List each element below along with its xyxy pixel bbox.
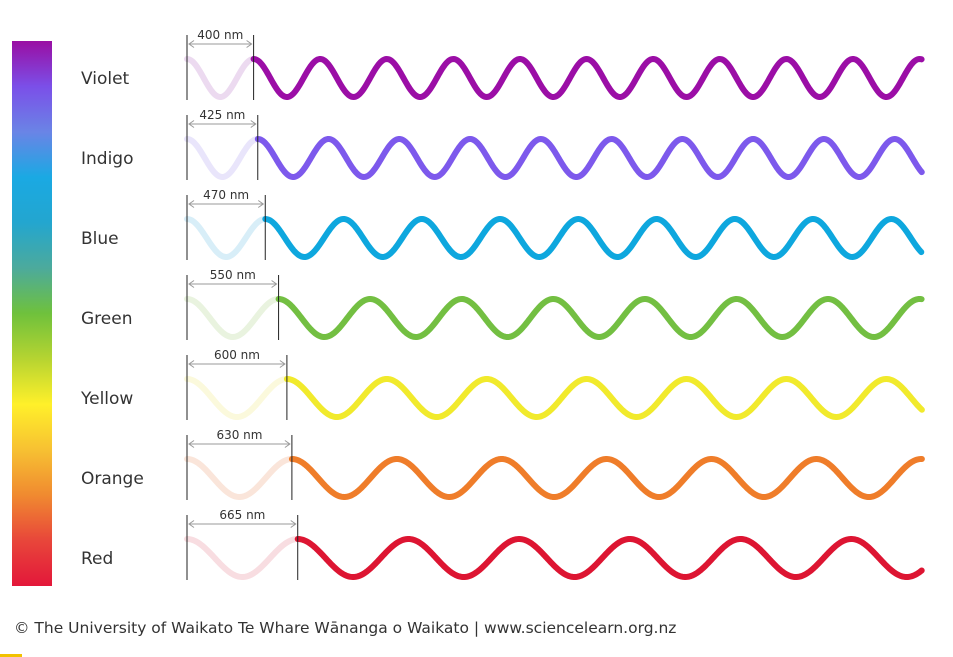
wave-ghost-red [184,536,300,581]
arrowhead-right-violet [246,40,253,48]
wave-row-red: 665 nm [184,508,925,581]
wave-yellow [283,375,925,421]
arrowhead-right-yellow [279,360,286,368]
wavelength-label-red: 665 nm [219,508,265,522]
wave-ghost-orange [184,456,294,500]
wave-blue [262,215,925,261]
wave-row-blue: 470 nm [184,188,925,261]
wavelength-label-orange: 630 nm [216,428,262,442]
wave-violet [250,55,925,101]
arrowhead-left-orange [188,440,195,448]
copyright-credit: © The University of Waikato Te Whare Wān… [14,619,677,637]
wavelength-label-blue: 470 nm [203,188,249,202]
wavelength-label-yellow: 600 nm [214,348,260,362]
arrowhead-right-indigo [250,120,257,128]
wave-row-green: 550 nm [184,268,925,341]
arrowhead-left-violet [188,40,195,48]
corner-accent [0,654,22,657]
arrowhead-left-green [188,280,195,288]
wave-ghost-indigo [184,136,260,180]
label-yellow: Yellow [81,389,134,409]
label-red: Red [81,549,114,569]
wave-green [275,295,925,341]
label-violet: Violet [81,69,130,89]
arrowhead-right-red [290,520,297,528]
wave-ghost-violet [184,56,256,100]
wave-ghost-blue [184,216,268,261]
arrowhead-left-blue [188,200,195,208]
label-blue: Blue [81,229,119,249]
wavelength-label-violet: 400 nm [197,28,243,42]
label-green: Green [81,309,133,329]
wave-row-indigo: 425 nm [184,108,925,181]
label-indigo: Indigo [81,149,134,169]
wave-row-yellow: 600 nm [184,348,925,421]
wave-ghost-yellow [184,376,289,421]
arrowhead-left-indigo [188,120,195,128]
wave-red [294,535,925,581]
spectrum-gradient-bar [12,41,52,586]
arrowhead-right-orange [284,440,291,448]
wave-row-violet: 400 nm [184,28,925,101]
arrowhead-right-green [271,280,278,288]
arrowhead-right-blue [257,200,265,208]
arrowhead-left-red [188,520,195,528]
wave-ghost-green [184,296,281,341]
wavelength-label-indigo: 425 nm [199,108,245,122]
label-orange: Orange [81,469,144,489]
arrowhead-left-yellow [188,360,195,368]
wave-row-orange: 630 nm [184,428,925,501]
wave-indigo [254,135,925,181]
wavelength-label-green: 550 nm [210,268,256,282]
wave-orange [288,455,925,501]
wave-diagram: 400 nm 425 nm 470 nm 550 nm 600 nm 630 nm 665 … [184,28,925,581]
